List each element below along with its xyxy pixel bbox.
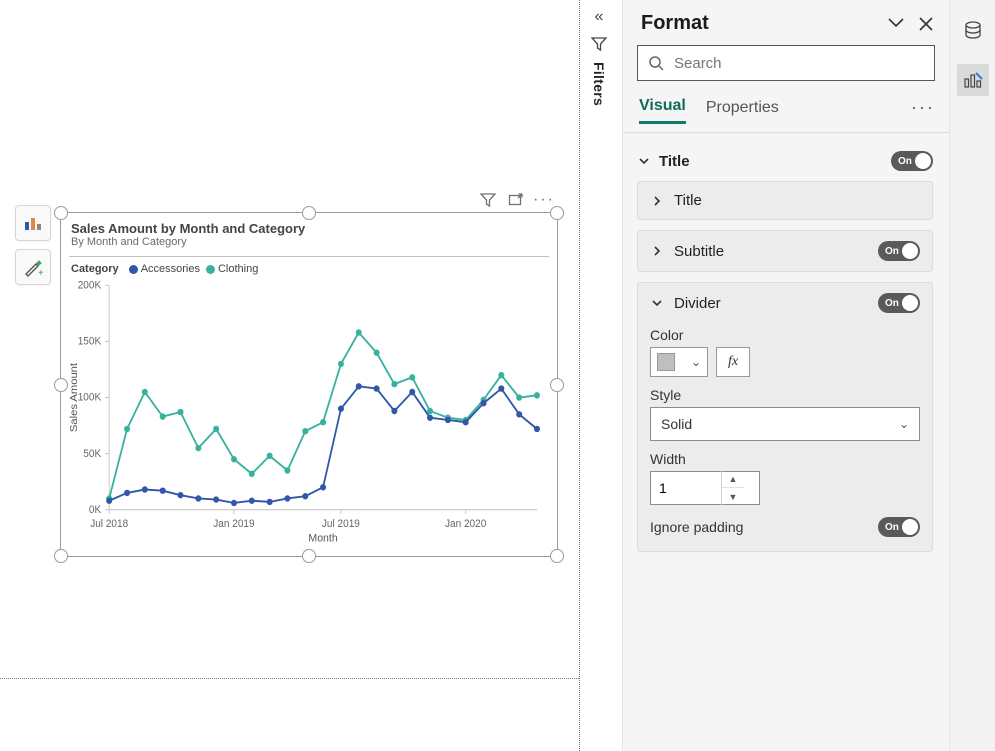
divider-width-input[interactable] (651, 480, 721, 496)
svg-text:+: + (38, 268, 43, 277)
svg-text:0K: 0K (89, 505, 101, 516)
right-icon-rail (949, 0, 995, 751)
card-subtitle-label: Subtitle (674, 243, 724, 260)
ignore-padding-toggle[interactable]: On (878, 517, 920, 537)
chart-legend: Category Accessories Clothing (61, 257, 557, 279)
svg-text:150K: 150K (78, 336, 102, 347)
ignore-padding-label: Ignore padding (650, 519, 743, 535)
chart-svg: 0K 50K 100K 150K 200K Jul 2018 Jan 2019 Jul 201… (65, 279, 547, 546)
divider-toggle[interactable]: On (878, 293, 920, 313)
svg-text:Month: Month (308, 532, 337, 544)
report-canvas[interactable]: + ··· Sales Amount by Month and Cat (0, 0, 580, 751)
visual-side-toolbar: + (15, 205, 51, 285)
tab-properties[interactable]: Properties (706, 93, 779, 123)
format-search-input[interactable] (672, 54, 924, 73)
format-pane-title: Format (641, 12, 709, 35)
more-options-icon[interactable]: ··· (535, 191, 553, 209)
svg-text:Jan 2020: Jan 2020 (445, 519, 487, 530)
card-title: Title (637, 181, 933, 220)
format-search[interactable] (637, 45, 935, 81)
format-pane: Format Visual Properties ··· (623, 0, 949, 751)
focus-mode-icon[interactable] (507, 191, 525, 209)
visual-header-icons: ··· (479, 191, 553, 209)
subtitle-toggle[interactable]: On (878, 241, 920, 261)
color-swatch (657, 353, 675, 371)
filters-label: Filters (591, 62, 607, 106)
paintbrush-icon: + (23, 257, 43, 277)
filters-collapsed-rail[interactable]: « Filters (588, 8, 610, 106)
fields-icon-button[interactable] (15, 205, 51, 241)
divider-width-spinner[interactable]: ▲ ▼ (650, 471, 760, 505)
expand-filters-icon[interactable]: « (595, 8, 604, 26)
chart-card: Sales Amount by Month and Category By Mo… (61, 213, 557, 556)
title-toggle[interactable]: On (891, 151, 933, 171)
divider-color-fx-button[interactable]: fx (716, 347, 750, 377)
tabs-more-icon[interactable]: ··· (911, 97, 935, 118)
chevron-down-icon: ⌄ (691, 355, 701, 369)
collapse-pane-icon[interactable] (887, 15, 905, 33)
line-chart-visual[interactable]: ··· Sales Amount by Month and Category B… (60, 212, 558, 557)
format-icon-button[interactable]: + (15, 249, 51, 285)
bar-chart-icon (23, 213, 43, 233)
spinner-down-icon[interactable]: ▼ (722, 488, 744, 505)
legend-item-1: Clothing (218, 263, 258, 275)
svg-text:100K: 100K (78, 393, 102, 404)
svg-text:200K: 200K (78, 280, 102, 291)
chevron-right-icon (650, 244, 664, 258)
search-icon (648, 55, 664, 71)
divider-width-label: Width (650, 451, 920, 467)
spinner-up-icon[interactable]: ▲ (722, 471, 744, 488)
legend-item-0: Accessories (141, 263, 200, 275)
card-title-header[interactable]: Title (638, 182, 932, 219)
close-pane-icon[interactable] (917, 15, 935, 33)
card-divider-label: Divider (674, 295, 721, 312)
divider-color-picker[interactable]: ⌄ (650, 347, 708, 377)
card-subtitle: Subtitle On (637, 230, 933, 272)
chevron-down-icon (637, 154, 651, 168)
format-pane-icon[interactable] (957, 64, 989, 96)
card-divider: Divider On Color ⌄ fx (637, 282, 933, 552)
legend-title: Category (71, 263, 119, 275)
card-title-label: Title (674, 192, 702, 209)
svg-text:Sales Amount: Sales Amount (68, 363, 80, 432)
tab-visual[interactable]: Visual (639, 91, 686, 124)
section-title-label: Title (659, 153, 690, 170)
card-subtitle-header[interactable]: Subtitle On (638, 231, 932, 271)
section-title[interactable]: Title On (637, 145, 933, 181)
format-tabs: Visual Properties ··· (623, 89, 949, 128)
divider-style-select[interactable]: Solid ⌄ (650, 407, 920, 441)
filter-icon[interactable] (479, 191, 497, 209)
funnel-icon (591, 36, 607, 52)
divider-color-label: Color (650, 327, 920, 343)
divider-style-value: Solid (661, 416, 692, 432)
svg-text:50K: 50K (83, 449, 101, 460)
svg-text:Jul 2018: Jul 2018 (90, 519, 128, 530)
divider-style-label: Style (650, 387, 920, 403)
chart-title: Sales Amount by Month and Category (61, 213, 557, 236)
chevron-down-icon: ⌄ (899, 417, 909, 431)
chart-subtitle: By Month and Category (61, 236, 557, 256)
svg-text:Jul 2019: Jul 2019 (322, 519, 360, 530)
data-pane-icon[interactable] (957, 14, 989, 46)
svg-text:Jan 2019: Jan 2019 (213, 519, 255, 530)
card-divider-header[interactable]: Divider On (638, 283, 932, 323)
chevron-right-icon (650, 194, 664, 208)
chevron-down-icon (650, 296, 664, 310)
